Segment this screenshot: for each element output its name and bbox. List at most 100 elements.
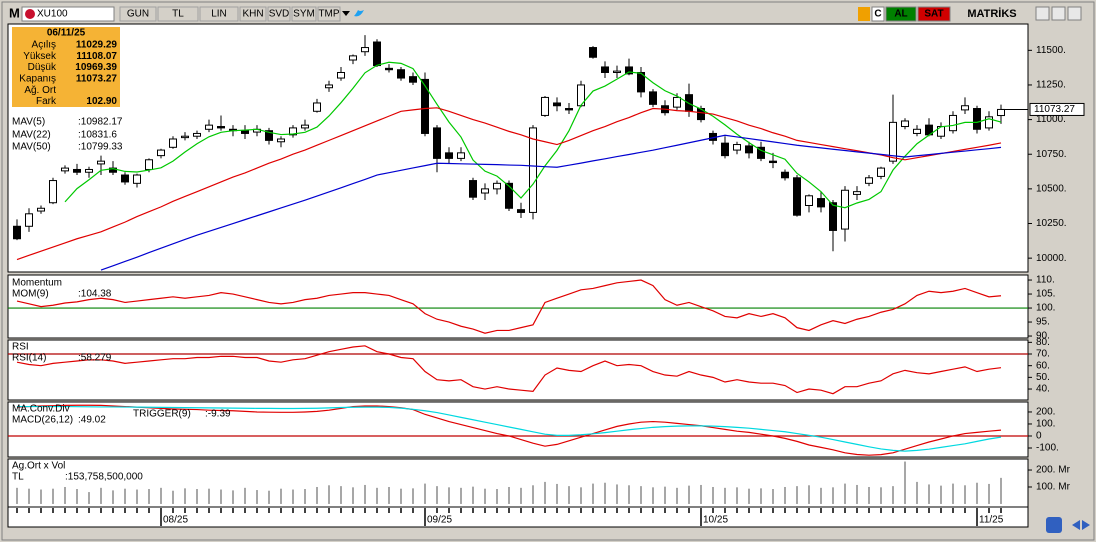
panel-plot xyxy=(8,345,1028,395)
candle-body xyxy=(289,127,297,136)
legend-name: TL xyxy=(12,472,24,483)
info-value: 11108.07 xyxy=(76,51,117,62)
panel xyxy=(7,458,1029,508)
info-title: 06/11/25 xyxy=(47,28,86,39)
volume-bar xyxy=(100,487,102,504)
candle-body xyxy=(601,66,609,73)
candle-body xyxy=(745,145,753,154)
volume-bar xyxy=(988,483,990,504)
nav-left[interactable] xyxy=(1072,520,1080,530)
legend-value: :104.38 xyxy=(78,289,112,300)
nav-icon[interactable] xyxy=(1046,517,1062,533)
candle-body xyxy=(157,149,165,157)
candle-body xyxy=(961,105,969,111)
toolbar-button[interactable] xyxy=(267,6,291,22)
volume-bar xyxy=(268,490,270,504)
info-label: Fark xyxy=(36,96,57,107)
candle-body xyxy=(409,76,417,83)
series-line xyxy=(16,279,1002,334)
y-tick-label: 50. xyxy=(1036,372,1050,383)
candle-body xyxy=(853,191,861,195)
volume-bar xyxy=(832,487,834,504)
series-line xyxy=(16,345,1002,395)
y-tick-label: 90. xyxy=(1036,331,1050,342)
candle-body xyxy=(829,202,837,231)
toolbar-right-button[interactable] xyxy=(885,6,917,22)
legend-value: :10831.6 xyxy=(78,130,117,141)
dropdown-arrow[interactable] xyxy=(342,11,350,16)
volume-bar xyxy=(28,488,30,504)
panel-title: Ag.Ort x Vol xyxy=(12,461,65,472)
candle-body xyxy=(805,195,813,206)
toolbar-right-button[interactable] xyxy=(871,6,885,22)
toolbar: M XU100 GUN TL LIN KHN SVD SYM TMP C AL SAT MATRİKS xyxy=(4,5,1092,22)
dollar-icon[interactable] xyxy=(858,7,870,21)
candle-body xyxy=(349,55,357,61)
panel xyxy=(7,23,1029,273)
info-label: Açılış xyxy=(32,40,56,51)
y-tick-label: 105. xyxy=(1036,289,1055,300)
series-line xyxy=(64,61,1002,209)
symbol-box[interactable] xyxy=(21,6,115,22)
y-tick-label: 100. Mr xyxy=(1036,482,1071,493)
series-line xyxy=(100,134,1002,271)
info-label: Ağ. Ort xyxy=(24,85,56,96)
candle-body xyxy=(397,69,405,79)
window-control[interactable] xyxy=(1051,6,1066,21)
candle-body xyxy=(721,142,729,157)
candle-body xyxy=(877,167,885,177)
y-tick-label: 110. xyxy=(1036,275,1055,286)
volume-bar xyxy=(76,489,78,504)
y-tick-label: 70. xyxy=(1036,349,1050,360)
y-tick-label: 40. xyxy=(1036,384,1050,395)
brand: MATRİKS xyxy=(967,7,1016,20)
volume-bar xyxy=(868,486,870,504)
info-value: 10969.39 xyxy=(75,62,117,73)
toolbar-button[interactable] xyxy=(157,6,199,22)
y-tick-label: 11000. xyxy=(1036,114,1066,125)
volume-bar xyxy=(772,489,774,504)
toolbar-right-label: AL xyxy=(894,9,907,20)
toolbar-button[interactable] xyxy=(119,6,157,22)
volume-bar xyxy=(736,487,738,504)
panel-plot xyxy=(8,279,1028,334)
info-value: 11073.27 xyxy=(76,74,118,85)
volume-bar xyxy=(844,483,846,504)
y-tick-label: 100. xyxy=(1036,419,1055,430)
volume-bar xyxy=(628,485,630,504)
panel-title: RSI xyxy=(12,342,29,353)
candle-body xyxy=(817,198,825,208)
toolbar-button[interactable] xyxy=(199,6,239,22)
legend-name: RSI(14) xyxy=(12,353,46,364)
window-control[interactable] xyxy=(1035,6,1050,21)
toolbar-button[interactable] xyxy=(239,6,267,22)
volume-bar xyxy=(208,488,210,504)
toolbar-right-button[interactable] xyxy=(917,6,951,22)
candle-body xyxy=(997,108,1005,117)
volume-bar xyxy=(880,487,882,504)
toolbar-button[interactable] xyxy=(291,6,317,22)
candle-body xyxy=(889,121,897,162)
volume-bar xyxy=(544,481,546,504)
volume-bar xyxy=(556,483,558,504)
candle-body xyxy=(145,159,153,170)
volume-bar xyxy=(916,481,918,504)
y-tick-label: 11500. xyxy=(1036,45,1066,56)
x-tick-label: 11/25 xyxy=(979,515,1004,526)
last-price-box xyxy=(1029,102,1085,116)
x-tick-label: 10/25 xyxy=(703,515,728,526)
candle-body xyxy=(949,114,957,132)
volume-bar xyxy=(376,487,378,504)
series-line xyxy=(16,404,1002,456)
candle-body xyxy=(385,67,393,71)
candle-body xyxy=(49,180,57,204)
legend-name: MAV(50) xyxy=(12,142,51,153)
volume-bar xyxy=(940,485,942,504)
volume-bar xyxy=(412,488,414,504)
twitter-icon[interactable] xyxy=(354,10,364,17)
candle-body xyxy=(565,108,573,111)
window-control[interactable] xyxy=(1067,6,1082,21)
toolbar-button[interactable] xyxy=(317,6,341,22)
nav-right[interactable] xyxy=(1082,520,1090,530)
volume-bar xyxy=(136,489,138,504)
